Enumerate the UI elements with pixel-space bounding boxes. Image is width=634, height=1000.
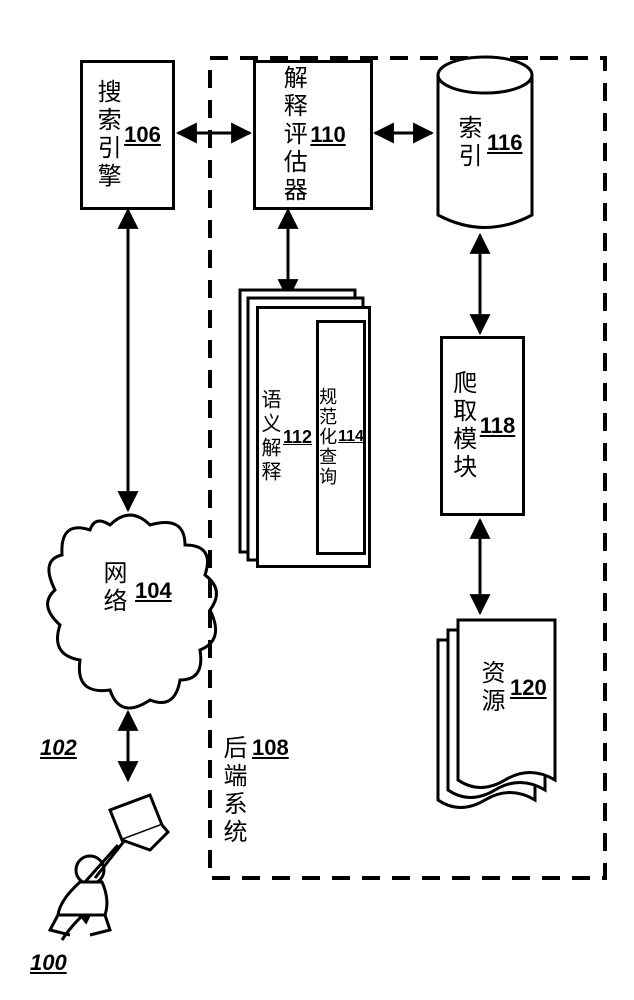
search-engine-box: 搜索引擎 106: [80, 60, 175, 210]
semantic-interpretation-box: 语义解释 112 规范化查询 114: [256, 306, 371, 568]
user-icon: [50, 795, 168, 935]
resources-label: 资源 120: [478, 660, 547, 716]
crawler-box: 爬取模块 118: [440, 336, 525, 516]
interpretation-evaluator-box: 解释评估器 110: [253, 60, 373, 210]
diagram-canvas: 100 102 网络 104 搜索引擎 106 后端系统 108 解释评估器 1…: [0, 0, 634, 1000]
user-ref: 102: [40, 735, 77, 761]
network-ref: 104: [135, 578, 172, 604]
system-ref: 100: [30, 950, 67, 976]
network-cloud: [48, 515, 217, 708]
index-label: 索引 116: [455, 115, 523, 171]
network-label: 网络: [100, 560, 124, 616]
canonical-query-box: 规范化查询 114: [316, 320, 366, 555]
backend-system-label: 后端系统 108: [220, 735, 289, 847]
